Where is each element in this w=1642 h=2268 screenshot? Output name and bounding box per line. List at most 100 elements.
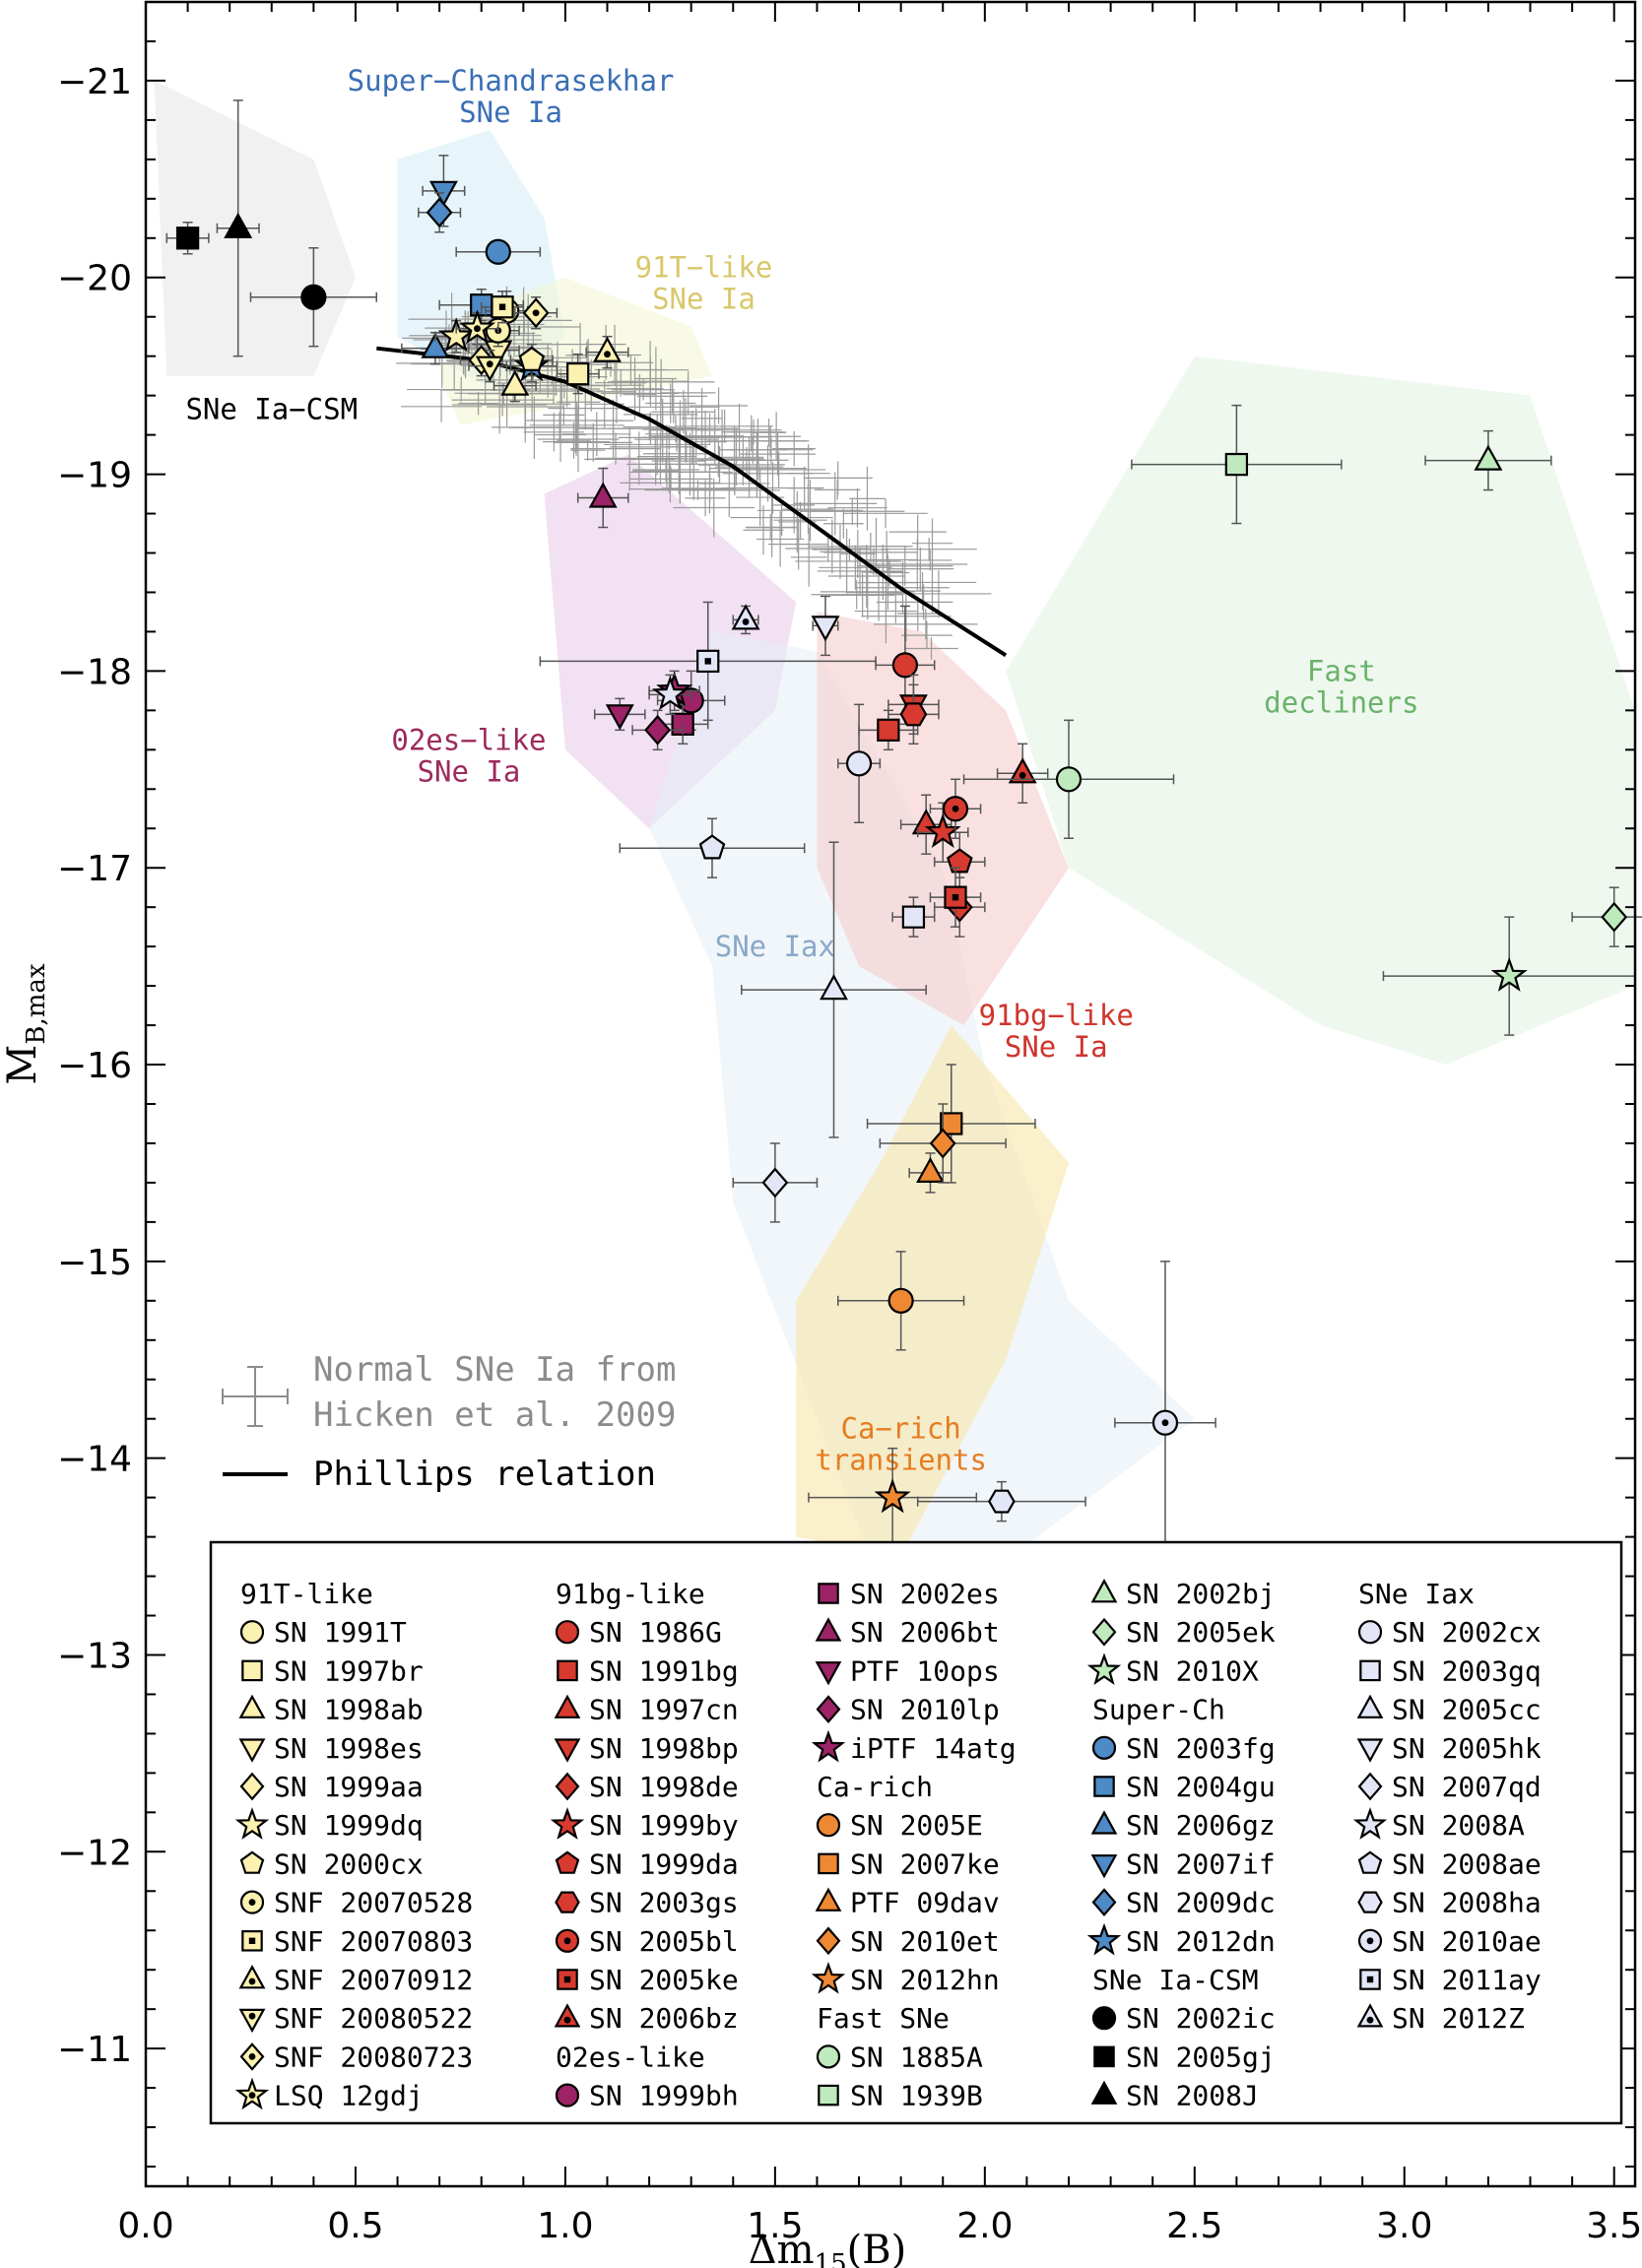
point-sn-2008j [216,99,260,357]
marker-pentagon [698,834,726,860]
region-ca-rich-transients [796,1025,1069,1557]
legend-entry: SN 2008ha [1357,1887,1542,1919]
y-tick-label: −12 [57,1833,132,1873]
marker-diamond [929,1128,956,1159]
marker-circle [891,652,919,679]
population-regions [154,80,1635,1636]
marker-triangle-up [224,212,253,238]
normal-sne-errorbar [648,408,744,465]
normal-sne-errorbar [839,529,876,578]
x-axis-title-main: Δm [749,2228,815,2268]
normal-sne-errorbar [537,406,620,473]
point-sn-2003gs [887,683,940,745]
legend-label: SN 2005ek [1126,1616,1276,1649]
legend-label: SN 1998bp [589,1732,739,1765]
point-sn-2003gq [891,896,936,938]
legend-label: SN 2005gj [1126,2041,1276,2073]
normal-sne-errorbar [733,421,769,452]
normal-sne-errorbar [600,383,680,404]
plot-frame [144,0,1637,2188]
legend-entry: SN 2002ic [1091,2002,1276,2035]
marker-diamond [426,197,453,228]
legend-marker-triangle-down [238,2008,266,2034]
legend-label: SN 2011ay [1392,1964,1542,1996]
legend-entry: SN 1999aa [239,1771,424,1803]
point-ptf-10ops [593,697,646,732]
legend-marker-star [1352,1807,1388,1840]
legend-entry: SN 2008A [1352,1807,1525,1842]
point-sn-2002bj [1424,429,1552,491]
legend-marker-diamond [239,2042,265,2071]
legend-label: SNF 20070912 [274,1964,473,1996]
legend-entry: SN 1991bg [557,1654,739,1687]
legend-entry: SN 2007ke [818,1847,1000,1880]
point-snf-20070803 [480,290,525,324]
region-label-line: SNe Ia−CSM [185,393,358,426]
legend-marker-circle [1091,1735,1117,1760]
normal-sne-errorbar [554,422,633,462]
legend-label: iPTF 14atg [850,1732,1017,1765]
legend-marker-circle [816,1813,841,1838]
legend-entries: 91T-like SN 1991T SN 1997br SN 1998ab SN 199… [234,1578,1542,2112]
point-sn-1939b [1131,404,1343,525]
point-sn-2008ae [619,817,806,878]
legend-entry: SNF 20080723 [239,2041,473,2073]
x-tick-label: 0.5 [327,2206,383,2246]
normal-sne-errorbar [634,426,720,452]
legend-marker-square [241,1659,263,1682]
legend-label: SN 1991T [274,1616,407,1649]
legend-label: SN 2000cx [274,1847,424,1880]
legend-entry: SN 1939B [818,2080,983,2112]
legend-group-header: Fast SNe [817,2002,950,2035]
point-sn-2011ay [539,601,877,722]
marker-circle [485,238,511,265]
legend-group-header: SNe Iax [1358,1578,1475,1610]
legend-entry: SN 2010et [816,1925,1000,1958]
legend-entry: SN 2007qd [1357,1771,1542,1803]
marker-triangle-up [1008,757,1037,784]
legend-label: LSQ 12gdj [274,2080,424,2112]
legend-marker-circle [1091,2006,1117,2031]
legend-label: SN 2008ae [1392,1847,1542,1880]
legend-label: SN 2003fg [1126,1732,1276,1765]
marker-square [175,227,200,250]
legend-marker-star [550,1807,585,1840]
legend-marker-square [818,1583,839,1604]
legend-marker-hexagon [1357,1891,1383,1913]
marker-triangle-down [605,704,634,731]
point-sn-2003fg [455,238,542,265]
region-label-line: SNe Ia [652,283,755,316]
phillips-legend-label: Phillips relation [313,1455,656,1494]
legend-entry: SNF 20070528 [239,1887,473,1919]
normal-sne-errorbar [773,501,827,539]
legend-entry: SN 2002bj [1090,1578,1276,1610]
normal-sne-errorbar [681,387,723,449]
legend-marker-square [1359,1969,1381,1990]
legend-label: SNF 20070528 [274,1887,473,1919]
x-tick-label: 2.0 [956,2206,1013,2246]
legend-label: SN 2007if [1126,1847,1276,1880]
marker-star [1490,956,1528,992]
normal-sne-errorbar [728,432,785,497]
normal-sne-errorbar [768,518,829,570]
legend-entry: SN 2012hn [811,1961,1000,1996]
point-sn-2005gj [165,222,210,255]
legend-marker-circle [816,2044,841,2069]
normal-sne-errorbar [800,497,905,525]
legend-label: SN 1999by [589,1809,739,1842]
legend-entry: SN 1997br [241,1654,424,1687]
legend-marker-square [557,1969,578,1990]
normal-sne-errorbar [823,508,864,539]
legend-marker-square [1359,1659,1381,1682]
legend-entry: SNF 20070912 [238,1964,473,1996]
legend-label: SN 2005hk [1392,1732,1542,1765]
normal-sne-errorbar [844,517,908,575]
legend-marker-triangle-down [554,1738,581,1763]
normal-sne-errorbar [751,418,787,447]
normal-sne-errorbar [773,477,816,534]
legend-label: SN 2012hn [850,1964,1000,1996]
y-tick-label: −13 [57,1636,132,1676]
legend-marker-square [1093,1776,1115,1797]
point-sn-2008a [648,674,692,716]
legend-label: SN 1999aa [274,1771,424,1803]
